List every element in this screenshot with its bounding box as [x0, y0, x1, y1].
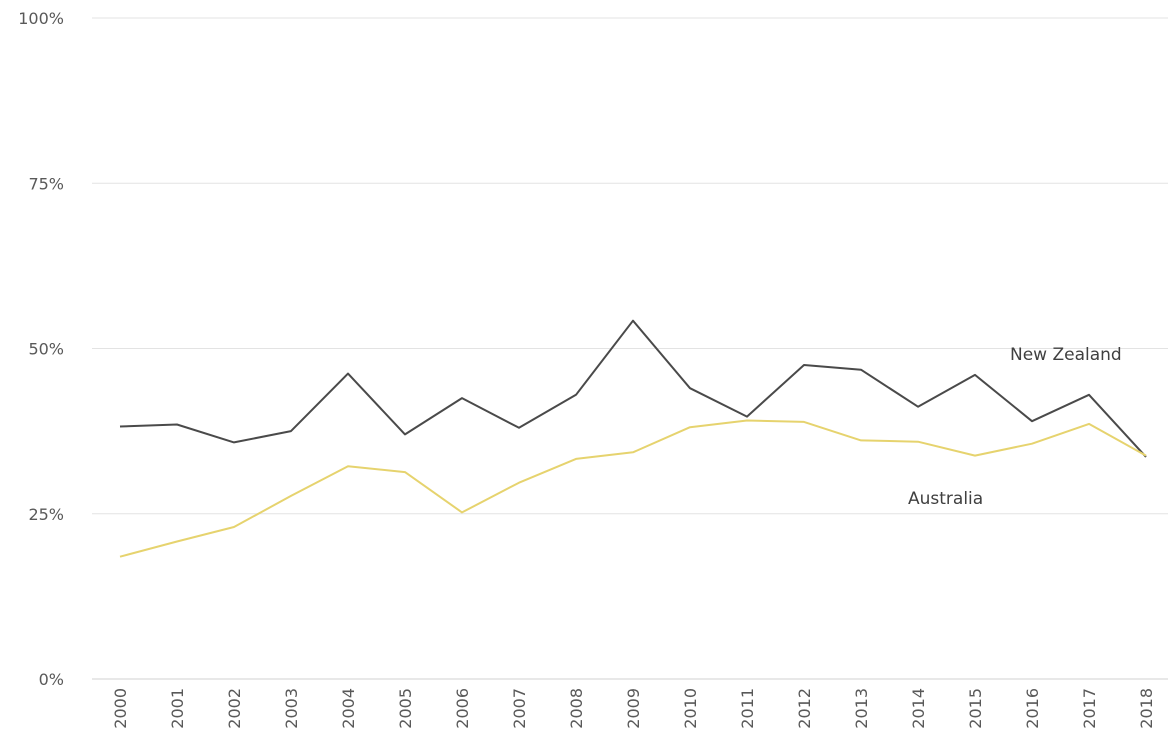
x-tick-label: 2002 — [225, 688, 244, 729]
y-tick-label: 50% — [28, 340, 64, 359]
x-tick-label: 2006 — [453, 688, 472, 729]
series-label-new-zealand: New Zealand — [1010, 345, 1122, 365]
series-lines — [119, 319, 1147, 558]
x-tick-label: 2000 — [111, 688, 130, 729]
y-axis-ticks: 0% 25% 50% 75% 100% — [18, 9, 64, 689]
x-tick-label: 2015 — [966, 688, 985, 729]
x-tick-label: 2018 — [1137, 688, 1156, 729]
y-tick-label: 0% — [39, 670, 64, 689]
x-tick-label: 2010 — [681, 688, 700, 729]
series-labels: New Zealand Australia — [908, 345, 1122, 509]
x-tick-label: 2005 — [396, 688, 415, 729]
x-tick-label: 2014 — [909, 688, 928, 729]
x-tick-label: 2012 — [795, 688, 814, 729]
x-tick-label: 2008 — [567, 688, 586, 729]
x-tick-label: 2013 — [852, 688, 871, 729]
gridlines — [92, 17, 1168, 680]
y-tick-label: 75% — [28, 174, 64, 193]
x-tick-label: 2003 — [282, 688, 301, 729]
x-tick-label: 2004 — [339, 688, 358, 729]
x-tick-label: 2011 — [738, 688, 757, 729]
series-line-new-zealand — [119, 319, 1147, 458]
x-tick-label: 2001 — [168, 688, 187, 729]
series-label-australia: Australia — [908, 489, 983, 509]
x-tick-label: 2009 — [624, 688, 643, 729]
x-axis-ticks: 2000 2001 2002 2003 2004 2005 2006 2007 2008 2009… — [111, 688, 1156, 729]
x-tick-label: 2007 — [510, 688, 529, 729]
x-tick-label: 2017 — [1080, 688, 1099, 729]
x-tick-label: 2016 — [1023, 688, 1042, 729]
y-tick-label: 25% — [28, 505, 64, 524]
series-line-australia — [119, 419, 1147, 558]
y-tick-label: 100% — [18, 9, 64, 28]
